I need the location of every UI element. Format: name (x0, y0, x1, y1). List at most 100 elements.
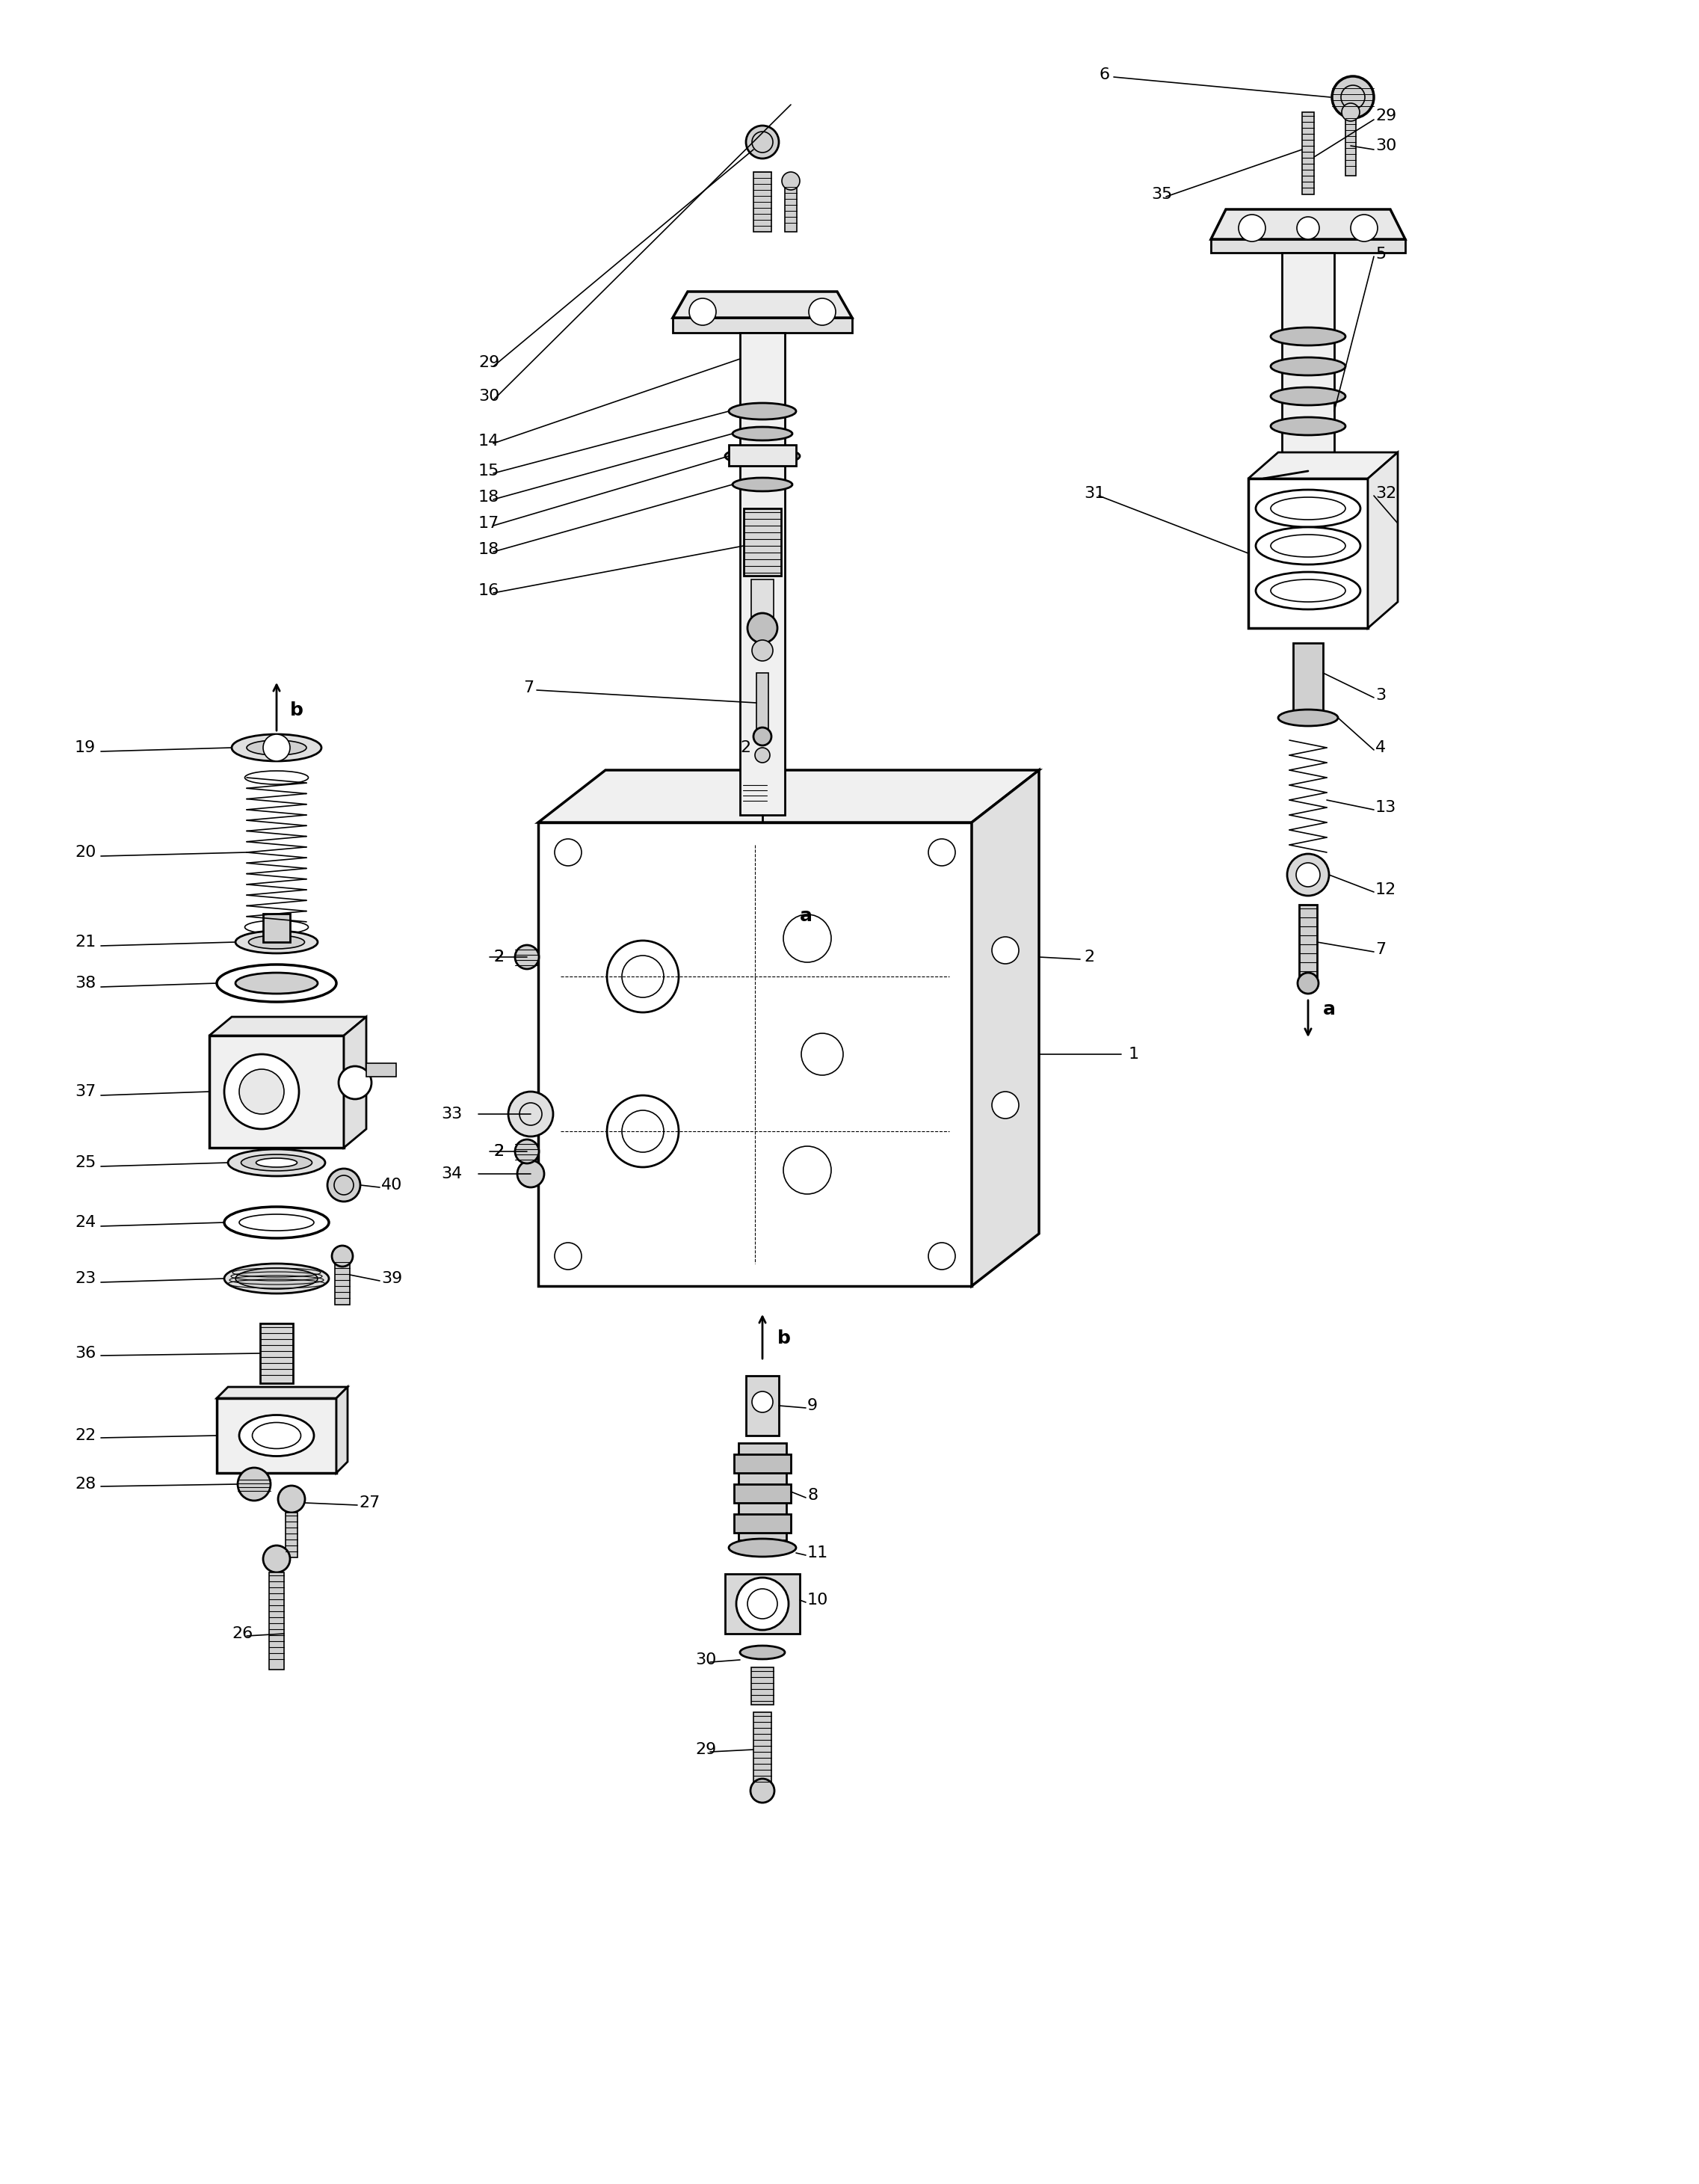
Ellipse shape (246, 740, 306, 756)
Circle shape (746, 127, 778, 159)
Circle shape (742, 780, 766, 804)
Text: 25: 25 (75, 1155, 95, 1171)
Text: 37: 37 (75, 1083, 95, 1099)
Text: 29: 29 (1376, 109, 1397, 122)
Bar (734, 1455, 790, 1472)
Polygon shape (673, 293, 853, 317)
Polygon shape (1249, 452, 1398, 478)
Ellipse shape (236, 930, 318, 952)
Text: 3: 3 (1376, 688, 1386, 703)
Text: 27: 27 (358, 1496, 381, 1511)
Circle shape (338, 1066, 372, 1099)
Bar (725, 1575, 800, 1634)
Polygon shape (336, 1387, 348, 1472)
Ellipse shape (236, 972, 318, 994)
Polygon shape (217, 1387, 348, 1398)
Ellipse shape (1271, 387, 1346, 406)
Circle shape (263, 1546, 291, 1572)
Text: 11: 11 (807, 1546, 829, 1559)
Text: 2: 2 (493, 950, 505, 965)
Ellipse shape (257, 1158, 297, 1166)
Circle shape (1332, 76, 1374, 118)
Polygon shape (209, 1018, 367, 1035)
Text: 2: 2 (741, 740, 751, 756)
Text: 31: 31 (1084, 487, 1104, 500)
Text: 6: 6 (1099, 68, 1109, 83)
Circle shape (783, 1147, 831, 1195)
Text: 33: 33 (442, 1107, 462, 1123)
Text: 28: 28 (75, 1476, 95, 1492)
Ellipse shape (217, 965, 336, 1002)
Text: 2: 2 (493, 1144, 505, 1160)
Ellipse shape (729, 1540, 797, 1557)
Bar (753, 173, 771, 232)
Bar (285, 1514, 297, 1557)
Bar (367, 1064, 396, 1077)
Bar (263, 913, 291, 941)
Text: 19: 19 (75, 740, 95, 756)
Bar (734, 1514, 790, 1533)
Circle shape (1342, 103, 1359, 120)
Text: 38: 38 (75, 976, 95, 992)
Text: 16: 16 (479, 583, 500, 598)
Circle shape (1296, 216, 1320, 240)
Text: 13: 13 (1376, 799, 1397, 815)
Text: 2: 2 (1084, 950, 1094, 965)
Text: 10: 10 (807, 1592, 829, 1607)
Text: 2: 2 (493, 950, 505, 965)
Text: 39: 39 (381, 1271, 403, 1286)
Circle shape (751, 1778, 775, 1802)
Text: 18: 18 (479, 542, 500, 557)
Circle shape (753, 727, 771, 745)
Ellipse shape (240, 1415, 314, 1457)
Text: 32: 32 (1376, 487, 1397, 500)
Polygon shape (343, 1018, 367, 1149)
Text: a: a (800, 906, 812, 924)
Circle shape (279, 1485, 304, 1514)
Circle shape (607, 941, 678, 1013)
Circle shape (782, 173, 800, 190)
Ellipse shape (741, 1647, 785, 1660)
Ellipse shape (231, 734, 321, 762)
Ellipse shape (224, 1208, 330, 1238)
Bar (746, 1376, 778, 1435)
Text: 9: 9 (807, 1398, 817, 1413)
Bar (1293, 642, 1324, 710)
Circle shape (516, 1160, 544, 1188)
Circle shape (240, 1070, 284, 1114)
Bar (1283, 253, 1334, 472)
Text: 30: 30 (1376, 138, 1397, 153)
Bar (756, 673, 768, 734)
Bar (785, 188, 797, 232)
Circle shape (1288, 854, 1329, 895)
Circle shape (736, 1577, 788, 1629)
Text: 5: 5 (1376, 247, 1386, 262)
Circle shape (515, 946, 539, 970)
Text: 20: 20 (75, 845, 95, 860)
Bar (751, 579, 773, 616)
Circle shape (224, 1055, 299, 1129)
Ellipse shape (1256, 572, 1361, 609)
Bar (739, 1444, 787, 1540)
Text: 4: 4 (1376, 740, 1386, 756)
Text: 29: 29 (479, 356, 500, 369)
Bar (268, 1572, 284, 1669)
Circle shape (1351, 214, 1378, 242)
Bar (260, 1324, 292, 1382)
Polygon shape (1368, 452, 1398, 629)
Text: 8: 8 (807, 1487, 817, 1503)
Ellipse shape (729, 404, 797, 419)
Circle shape (809, 299, 836, 325)
Circle shape (753, 1391, 773, 1413)
Text: 18: 18 (479, 489, 500, 505)
Ellipse shape (1271, 328, 1346, 345)
Bar (751, 1666, 773, 1706)
Text: 30: 30 (695, 1653, 717, 1666)
Text: 1: 1 (1128, 1046, 1140, 1061)
Circle shape (748, 614, 778, 642)
Circle shape (607, 1096, 678, 1166)
Bar (1346, 116, 1356, 175)
Polygon shape (1211, 210, 1405, 240)
Circle shape (263, 734, 291, 762)
Bar (753, 1712, 771, 1787)
